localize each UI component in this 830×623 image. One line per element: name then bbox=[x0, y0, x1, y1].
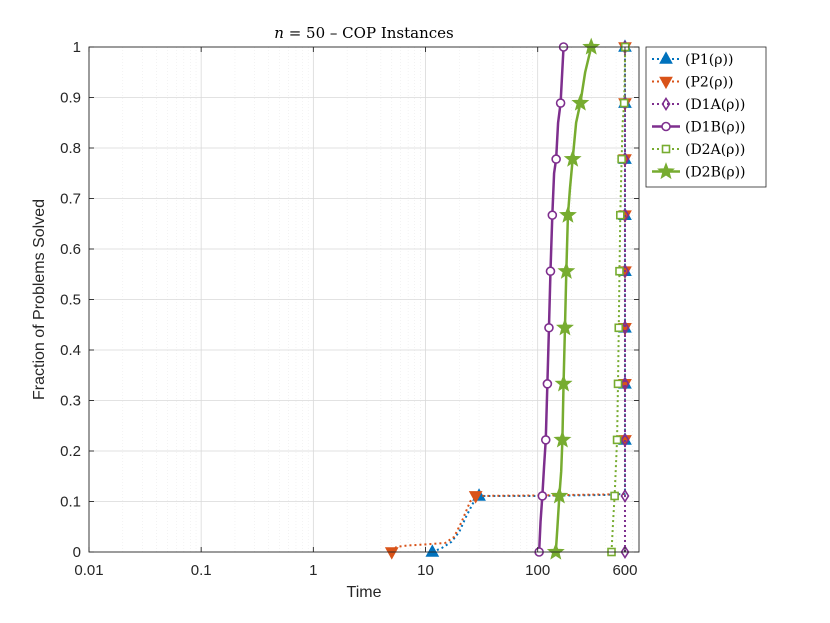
chart-title: n = 50 – COP Instances bbox=[274, 24, 453, 42]
legend-label: (D2A(ρ)) bbox=[685, 142, 745, 158]
y-tick-label: 0.3 bbox=[60, 393, 81, 410]
series-marker bbox=[617, 154, 626, 164]
series-4 bbox=[534, 42, 569, 557]
series-marker bbox=[425, 544, 440, 557]
series-marker bbox=[613, 379, 623, 389]
legend-item: (D1A(ρ)) bbox=[652, 97, 745, 113]
legend-label: (D1A(ρ)) bbox=[685, 97, 745, 113]
y-tick-label: 0.7 bbox=[60, 191, 81, 208]
y-tick-label: 0.2 bbox=[60, 443, 81, 460]
series-marker bbox=[557, 261, 576, 279]
series-marker bbox=[550, 486, 569, 504]
series-marker bbox=[571, 93, 590, 111]
x-tick-labels: 0.01 0.1 1 10 100 600 bbox=[74, 562, 637, 579]
series-marker bbox=[544, 322, 554, 333]
legend-label: (P1(ρ)) bbox=[685, 52, 733, 68]
series-marker bbox=[545, 266, 556, 277]
legend-item: (P1(ρ)) bbox=[652, 51, 733, 68]
series-marker bbox=[657, 162, 675, 180]
series-marker bbox=[468, 491, 483, 504]
x-tick-label: 100 bbox=[525, 562, 550, 579]
series-marker bbox=[610, 491, 619, 501]
x-tick-label: 0.1 bbox=[191, 562, 212, 579]
series-marker bbox=[619, 98, 629, 108]
series-marker bbox=[540, 435, 551, 445]
series-marker bbox=[546, 542, 565, 560]
legend-item: (D2A(ρ)) bbox=[652, 142, 745, 158]
series-marker bbox=[659, 51, 673, 64]
legend: (P1(ρ)) (P2(ρ)) (D1A(ρ)) (D1B(ρ)) (D2A(ρ)) (D… bbox=[645, 46, 767, 188]
tick-marks bbox=[88, 46, 639, 553]
series-marker bbox=[551, 154, 561, 164]
legend-label: (D2B(ρ)) bbox=[685, 165, 746, 181]
y-tick-label: 0.6 bbox=[60, 241, 81, 258]
y-tick-label: 0.5 bbox=[60, 292, 81, 309]
series-marker bbox=[563, 149, 582, 167]
series-marker bbox=[620, 488, 630, 503]
series-marker bbox=[547, 210, 558, 220]
series-marker bbox=[615, 266, 624, 276]
series-marker bbox=[553, 430, 572, 448]
y-tick-label: 1 bbox=[73, 39, 81, 56]
x-tick-label: 600 bbox=[612, 562, 637, 579]
y-tick-labels: 0 0.1 0.2 0.3 0.4 0.5 0.6 0.7 0.8 0.9 1 bbox=[60, 39, 81, 561]
x-tick-label: 0.01 bbox=[74, 562, 103, 579]
y-axis-label: Fraction of Problems Solved bbox=[31, 199, 48, 400]
series-marker bbox=[661, 121, 671, 132]
series-marker bbox=[659, 76, 673, 90]
x-tick-label: 10 bbox=[417, 562, 434, 579]
series-marker bbox=[661, 144, 671, 154]
legend-item: (D1B(ρ)) bbox=[652, 120, 746, 136]
series-marker bbox=[582, 37, 601, 55]
x-tick-label: 1 bbox=[309, 562, 317, 579]
series-6 bbox=[546, 37, 601, 560]
series-marker bbox=[620, 432, 630, 447]
y-tick-label: 0.4 bbox=[60, 342, 81, 359]
series-marker bbox=[612, 435, 622, 445]
y-tick-label: 0.1 bbox=[60, 494, 81, 511]
series-marker bbox=[542, 379, 553, 389]
y-tick-label: 0.9 bbox=[60, 90, 81, 107]
series-marker bbox=[616, 210, 625, 220]
legend-item: (D2B(ρ)) bbox=[652, 162, 746, 181]
legend-item: (P2(ρ)) bbox=[652, 75, 733, 91]
series-line bbox=[537, 46, 565, 553]
y-tick-label: 0 bbox=[73, 544, 81, 561]
legend-label: (D1B(ρ)) bbox=[685, 120, 746, 136]
series-marker bbox=[614, 323, 624, 333]
series-marker bbox=[384, 547, 399, 560]
series-marker bbox=[554, 374, 573, 392]
series-marker bbox=[537, 491, 548, 501]
legend-label: (P2(ρ)) bbox=[685, 75, 733, 91]
series-marker bbox=[555, 98, 566, 108]
series-marker bbox=[556, 318, 574, 336]
y-tick-label: 0.8 bbox=[60, 140, 81, 157]
series-marker bbox=[620, 545, 630, 559]
series-marker bbox=[661, 97, 671, 111]
series-marker bbox=[620, 376, 630, 391]
series-marker bbox=[558, 205, 577, 223]
x-axis-label: Time bbox=[347, 584, 382, 601]
